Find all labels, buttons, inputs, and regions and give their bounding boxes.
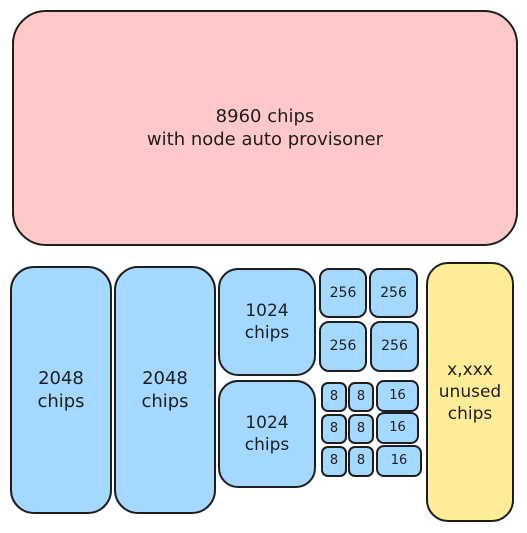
block-2048-b-unit: chips [141,391,189,412]
block-2048-b-count: 2048 [142,367,188,389]
node-auto-provisioner-block: 8960 chips with node auto provisoner [12,10,518,246]
block-256: 256 [370,321,419,372]
block-2048-a-unit: chips [37,391,85,412]
block-16: 16 [376,412,419,444]
block-1024-b-unit: chips [244,435,290,455]
block-8: 8 [321,414,347,444]
block-16: 16 [376,380,419,412]
block-256: 256 [319,321,367,372]
block-1024-a: 1024 chips [218,268,316,376]
block-1024-b-count: 1024 [245,412,289,433]
block-8: 8 [321,446,347,477]
block-8: 8 [321,382,347,412]
block-16: 16 [376,445,422,477]
block-1024-b: 1024 chips [218,380,316,488]
block-2048-a: 2048 chips [10,266,112,514]
block-1024-a-count: 1024 [245,300,289,321]
unused-block-count: x,xxx [447,359,493,380]
block-1024-a-unit: chips [244,323,290,343]
unused-block-status: unused [438,381,502,402]
block-2048-a-count: 2048 [38,367,84,389]
block-256: 256 [319,268,367,318]
unused-block-unit: chips [447,404,493,425]
top-block-count: 8960 chips [215,105,315,127]
block-8: 8 [348,414,374,444]
unused-chips-block: x,xxx unused chips [426,262,514,522]
block-2048-b: 2048 chips [114,266,216,514]
block-8: 8 [348,382,374,412]
top-block-description: with node auto provisoner [146,129,384,150]
block-8: 8 [348,446,374,477]
block-256: 256 [369,268,418,318]
